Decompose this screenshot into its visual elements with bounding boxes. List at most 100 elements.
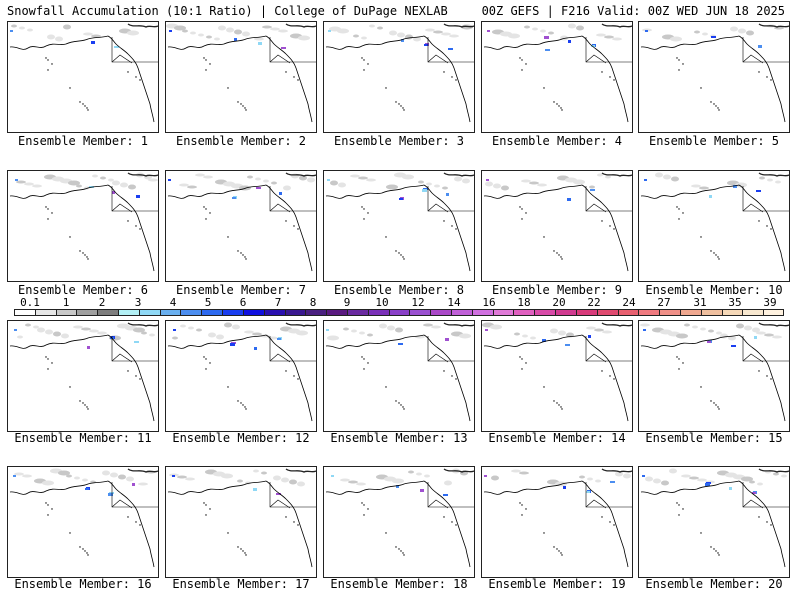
- snow-patch: [232, 324, 240, 330]
- snow-patch: [307, 177, 315, 183]
- snow-patch: [416, 472, 422, 476]
- coastline: [325, 184, 471, 272]
- island-dot: [45, 356, 47, 358]
- border-line: [427, 499, 449, 509]
- snow-cluster: [281, 47, 286, 49]
- map-svg: [167, 322, 316, 422]
- island-dot: [87, 554, 89, 556]
- island-dot: [69, 87, 71, 89]
- border-line: [111, 54, 133, 64]
- island-dot: [403, 408, 405, 410]
- island-dot: [47, 208, 49, 210]
- snow-patch: [244, 330, 254, 334]
- snow-patch: [221, 473, 233, 479]
- island-dot: [242, 105, 244, 107]
- border-line: [742, 353, 764, 363]
- island-dot: [209, 63, 211, 65]
- snow-patch: [530, 336, 536, 340]
- island-dot: [560, 256, 562, 258]
- island-dot: [525, 63, 527, 65]
- colorbar-segment: [55, 309, 77, 316]
- border-line: [269, 499, 291, 509]
- snow-cluster: [642, 475, 645, 477]
- colorbar-label: 4: [169, 296, 177, 309]
- colorbar-segment: [492, 309, 514, 316]
- snow-patch: [76, 184, 82, 188]
- island-dot: [715, 254, 717, 256]
- snow-cluster: [112, 191, 115, 194]
- colorbar-label: 35: [728, 296, 742, 309]
- snow-patch: [247, 175, 253, 179]
- island-dot: [443, 516, 445, 518]
- snow-cluster: [232, 197, 236, 199]
- island-dot: [543, 386, 545, 388]
- snow-cluster: [544, 36, 549, 39]
- island-dot: [770, 228, 772, 230]
- arctic-coast: [758, 172, 789, 177]
- border-line: [742, 336, 789, 362]
- snow-patch: [449, 34, 459, 38]
- island-dot: [521, 208, 523, 210]
- island-dot: [285, 370, 287, 372]
- snow-patch: [424, 474, 430, 478]
- island-dot: [710, 250, 712, 252]
- colorbar-segment: [388, 309, 410, 316]
- colorbar-label: 18: [517, 296, 531, 309]
- colorbar-segment: [367, 309, 390, 316]
- snow-patch: [511, 469, 521, 473]
- island-dot: [361, 57, 363, 59]
- snow-patch: [206, 35, 212, 39]
- island-dot: [556, 402, 558, 404]
- island-dot: [285, 71, 287, 73]
- island-dot: [82, 548, 84, 550]
- snow-patch: [14, 472, 24, 476]
- island-dot: [395, 101, 397, 103]
- island-dot: [297, 524, 299, 526]
- island-dot: [395, 546, 397, 548]
- island-dot: [244, 406, 246, 408]
- snow-patch: [389, 30, 397, 36]
- island-dot: [700, 532, 702, 534]
- coastline: [325, 480, 471, 568]
- island-dot: [79, 546, 81, 548]
- island-dot: [86, 406, 88, 408]
- island-dot: [84, 550, 86, 552]
- panel-caption: Ensemble Member: 17: [172, 577, 310, 591]
- snow-cluster: [114, 46, 119, 48]
- panel-caption: Ensemble Member: 13: [330, 431, 468, 445]
- colorbar: [14, 309, 785, 316]
- island-dot: [363, 218, 365, 220]
- coastline: [325, 334, 471, 422]
- snow-patch: [605, 175, 611, 179]
- island-dot: [240, 252, 242, 254]
- border-line: [111, 186, 158, 212]
- snow-cluster: [424, 44, 428, 46]
- island-dot: [227, 87, 229, 89]
- snow-patch: [58, 470, 70, 476]
- colorbar-label: 9: [343, 296, 351, 309]
- snow-patch: [242, 31, 250, 37]
- island-dot: [205, 358, 207, 360]
- colorbar-segment: [617, 309, 639, 316]
- snow-patch: [224, 322, 232, 328]
- island-dot: [47, 218, 49, 220]
- island-dot: [558, 254, 560, 256]
- island-dot: [519, 356, 521, 358]
- island-dot: [543, 532, 545, 534]
- island-dot: [47, 69, 49, 71]
- snow-patch: [379, 323, 387, 329]
- island-dot: [766, 521, 768, 523]
- snow-cluster: [487, 30, 490, 32]
- island-dot: [402, 552, 404, 554]
- island-dot: [47, 358, 49, 360]
- snow-patch: [402, 174, 414, 180]
- arctic-coast: [285, 468, 316, 473]
- snow-patch: [550, 328, 558, 334]
- island-dot: [87, 408, 89, 410]
- snow-patch: [148, 178, 158, 182]
- snow-cluster: [172, 475, 175, 477]
- island-dot: [521, 59, 523, 61]
- island-dot: [395, 400, 397, 402]
- arctic-coast: [601, 172, 632, 177]
- island-dot: [521, 514, 523, 516]
